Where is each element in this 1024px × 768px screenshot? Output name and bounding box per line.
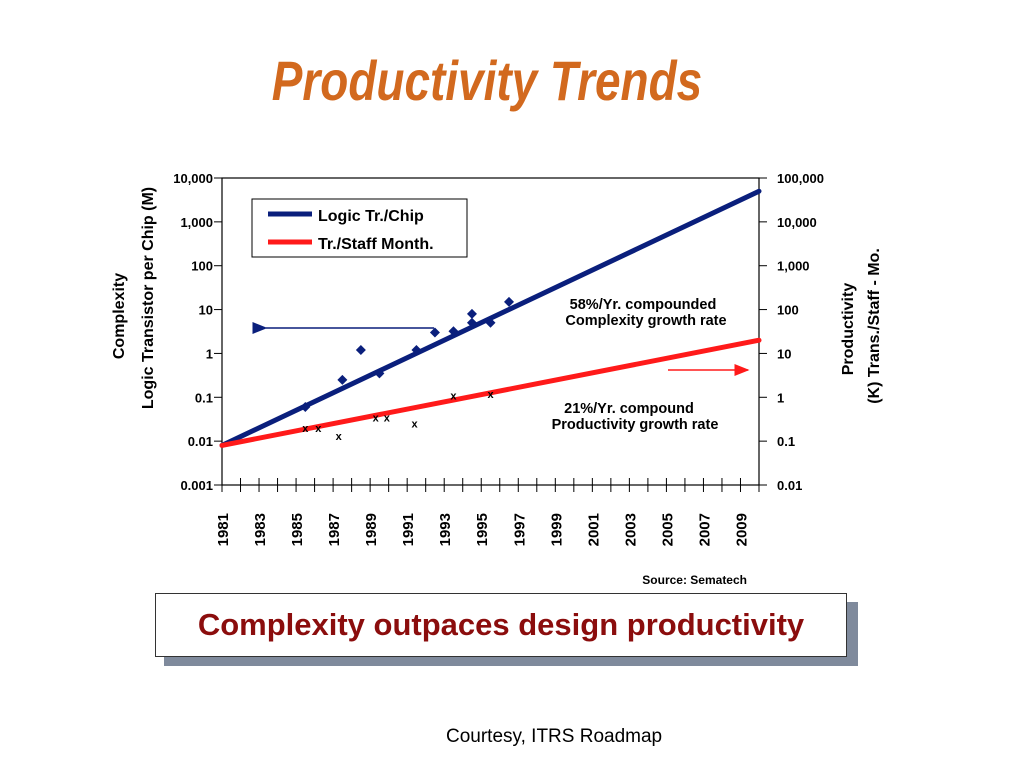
- complexity-data-point: [374, 368, 385, 379]
- x-axis-tick-label: 2007: [696, 513, 713, 546]
- right-axis-title-line2: (K) Trans./Staff - Mo.: [866, 248, 883, 404]
- plot-frame: [221, 177, 760, 486]
- right-axis-tick-label: 10: [777, 346, 791, 361]
- annotation-complexity-line1: 58%/Yr. compounded: [570, 297, 717, 313]
- x-axis-tick-label: 1993: [437, 513, 454, 546]
- annotation-complexity-line2: Complexity growth rate: [565, 313, 726, 329]
- right-axis-tick-label: 10,000: [777, 215, 817, 230]
- left-axis-tick-label: 1,000: [180, 215, 213, 230]
- productivity-data-point: x: [487, 389, 494, 401]
- left-axis-tick-label: 0.001: [180, 478, 213, 493]
- legend-label-complexity: Logic Tr./Chip: [318, 208, 424, 225]
- right-axis-tick-label: 100: [777, 303, 799, 318]
- x-axis-tick-label: 2009: [733, 513, 750, 546]
- complexity-data-point: [504, 296, 515, 307]
- productivity-trend-line: [219, 337, 762, 448]
- right-axis-tick-label: 1,000: [777, 259, 810, 274]
- legend-label-productivity: Tr./Staff Month.: [318, 236, 434, 253]
- right-axis-tick-label: 100,000: [777, 171, 824, 186]
- complexity-data-point: [355, 344, 366, 355]
- x-axis-tick-label: 1987: [326, 513, 343, 546]
- left-axis-tick-label: 10,000: [173, 171, 213, 186]
- right-axis-tick-label: 0.1: [777, 434, 795, 449]
- x-axis-tick-label: 2005: [659, 513, 676, 546]
- annotation-productivity-line2: Productivity growth rate: [552, 417, 719, 433]
- left-axis-tick-label: 1: [206, 346, 213, 361]
- left-axis-tick-label: 0.1: [195, 390, 213, 405]
- x-axis-tick-label: 2003: [622, 513, 639, 546]
- complexity-data-point: [466, 308, 477, 319]
- productivity-data-point: x: [315, 423, 322, 435]
- annotation-productivity-line1: 21%/Yr. compound: [564, 401, 694, 417]
- left-axis-tick-label: 100: [191, 259, 213, 274]
- callout-box: Complexity outpaces design productivity: [155, 593, 847, 657]
- complexity-data-point: [485, 317, 496, 328]
- complexity-data-point: [300, 402, 311, 413]
- complexity-data-point: [429, 327, 440, 338]
- slide-title: Productivity Trends: [271, 49, 703, 112]
- productivity-data-point: x: [373, 412, 380, 424]
- x-axis-tick-label: 2001: [585, 513, 602, 546]
- complexity-data-point: [466, 317, 477, 328]
- left-axis-title-line1: Complexity: [111, 273, 128, 359]
- productivity-data-point: x: [412, 419, 419, 431]
- x-axis-tick-label: 1995: [474, 513, 491, 546]
- courtesy-note: Courtesy, ITRS Roadmap: [446, 726, 663, 747]
- x-axis-tick-label: 1983: [252, 513, 269, 546]
- x-axis-tick-label: 1981: [215, 513, 232, 546]
- complexity-data-point: [411, 344, 422, 355]
- x-axis-tick-label: 1989: [363, 513, 380, 546]
- productivity-data-point: x: [336, 431, 343, 443]
- chart-legend: Logic Tr./Chip Tr./Staff Month.: [251, 198, 468, 258]
- productivity-data-point: x: [384, 412, 391, 424]
- right-axis-tick-label: 1: [777, 390, 784, 405]
- productivity-data-point: x: [302, 423, 309, 435]
- x-axis-tick-label: 1999: [548, 513, 565, 546]
- x-axis-tick-label: 1997: [511, 513, 528, 546]
- left-axis-tick-label: 0.01: [188, 434, 213, 449]
- source-note: Source: Sematech: [642, 573, 747, 587]
- productivity-chart: 0.001 0.01 0.1 1 10 100 1,000 10,000 0.01 0.1 1 10 1…: [111, 171, 883, 587]
- left-axis-tick-label: 10: [199, 303, 213, 318]
- right-axis-title-line1: Productivity: [840, 283, 857, 376]
- complexity-data-point: [337, 374, 348, 385]
- productivity-data-point: x: [450, 390, 457, 402]
- right-axis-tick-label: 0.01: [777, 478, 802, 493]
- x-axis-tick-label: 1985: [289, 513, 306, 546]
- callout-text: Complexity outpaces design productivity: [197, 607, 805, 642]
- complexity-data-point: [448, 326, 459, 337]
- x-axis-tick-label: 1991: [400, 513, 417, 546]
- left-axis-title-line2: Logic Transistor per Chip (M): [140, 187, 157, 409]
